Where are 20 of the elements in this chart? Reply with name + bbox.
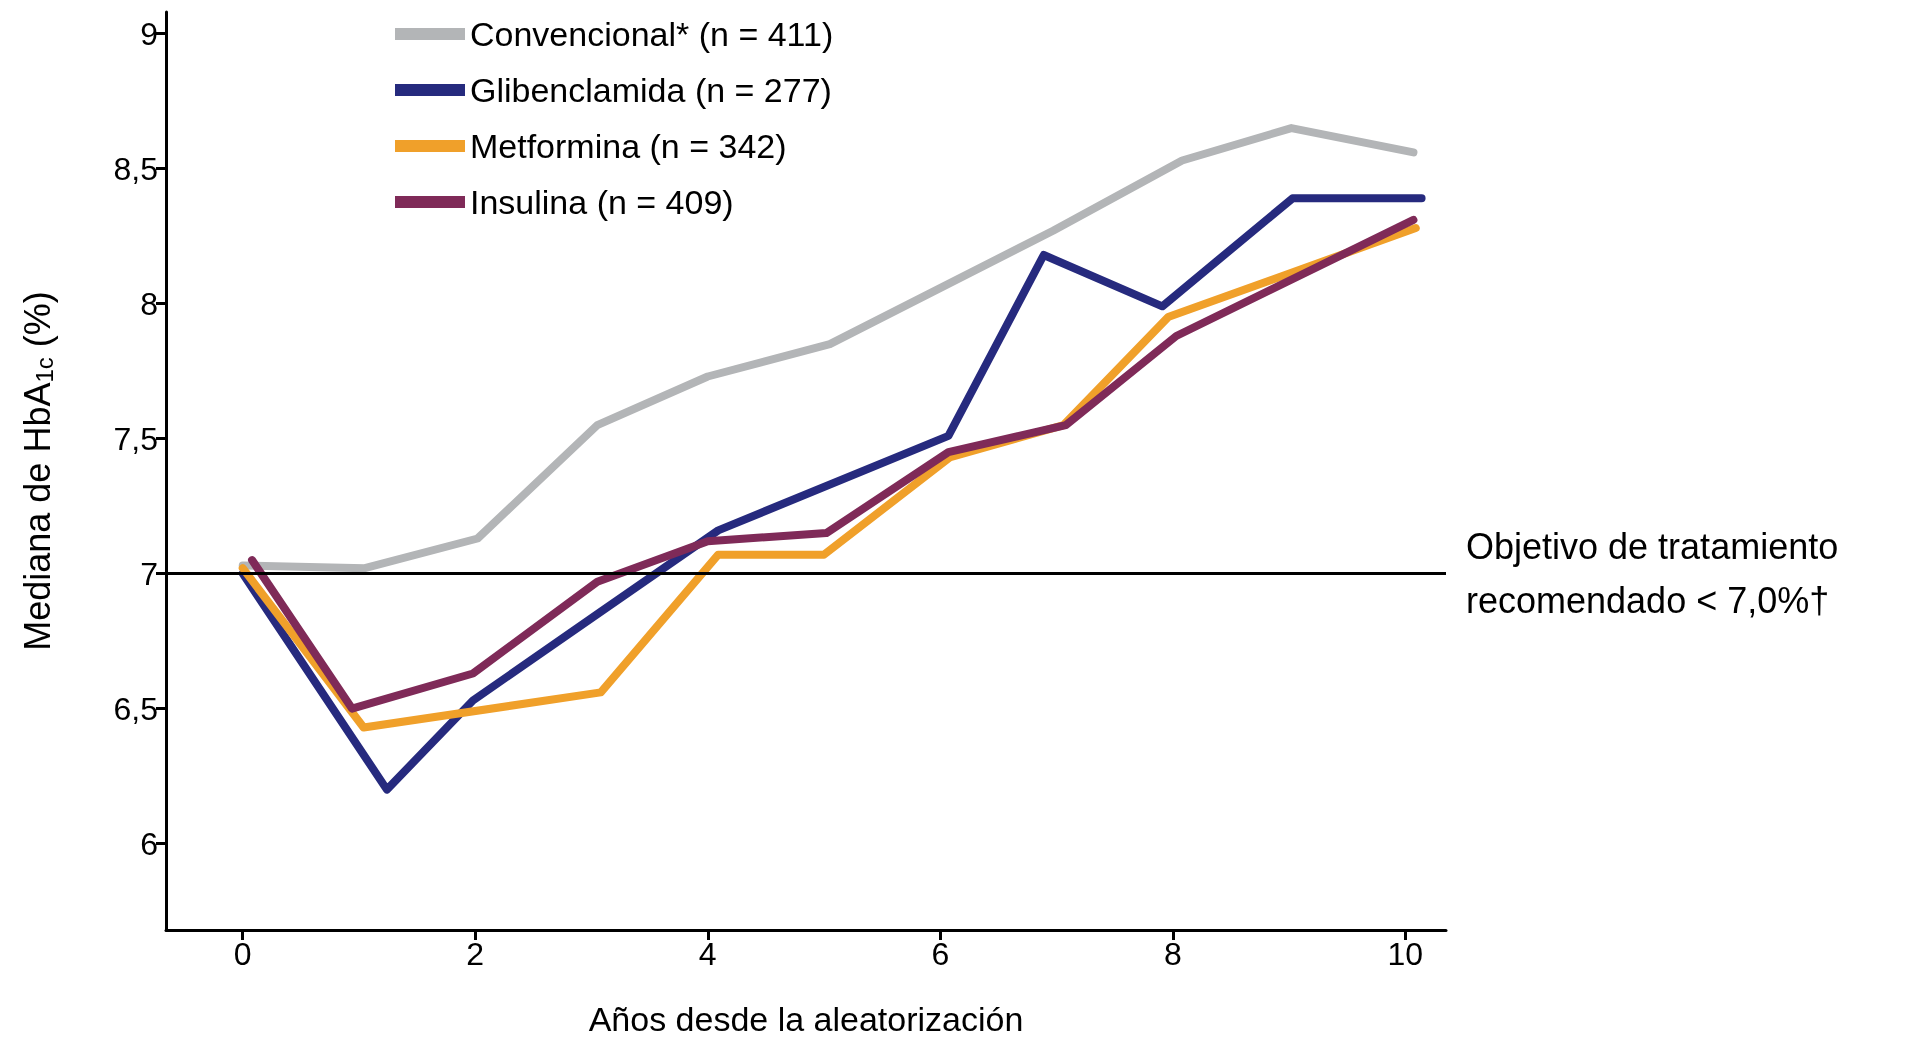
y-tick-label: 7 xyxy=(140,555,158,592)
legend-label: Insulina (n = 409) xyxy=(470,183,734,221)
x-tick-label: 10 xyxy=(1387,936,1424,972)
y-tick-label: 7,5 xyxy=(113,420,158,457)
legend-label: Convencional* (n = 411) xyxy=(470,15,834,53)
x-tick-label: 2 xyxy=(466,936,485,972)
y-tick-label: 6 xyxy=(140,825,158,862)
x-tick-label: 0 xyxy=(233,936,252,972)
x-tick-label: 8 xyxy=(1163,936,1182,972)
x-tick-label: 4 xyxy=(698,936,717,972)
x-tick-label: 6 xyxy=(931,936,950,972)
legend-label: Glibenclamida (n = 277) xyxy=(470,71,832,109)
ref-line-label: Objetivo de tratamiento recomendado < 7,0%† xyxy=(1466,526,1849,622)
y-tick-label: 6,5 xyxy=(113,690,158,727)
y-tick-label: 9 xyxy=(140,15,158,52)
y-axis-title: Mediana de HbA1c (%) xyxy=(16,291,58,651)
x-axis-title: Años desde la aleatorización xyxy=(588,1000,1024,1038)
legend-label: Metformina (n = 342) xyxy=(470,127,787,165)
y-tick-label: 8,5 xyxy=(113,150,158,187)
y-tick-label: 8 xyxy=(140,285,158,322)
